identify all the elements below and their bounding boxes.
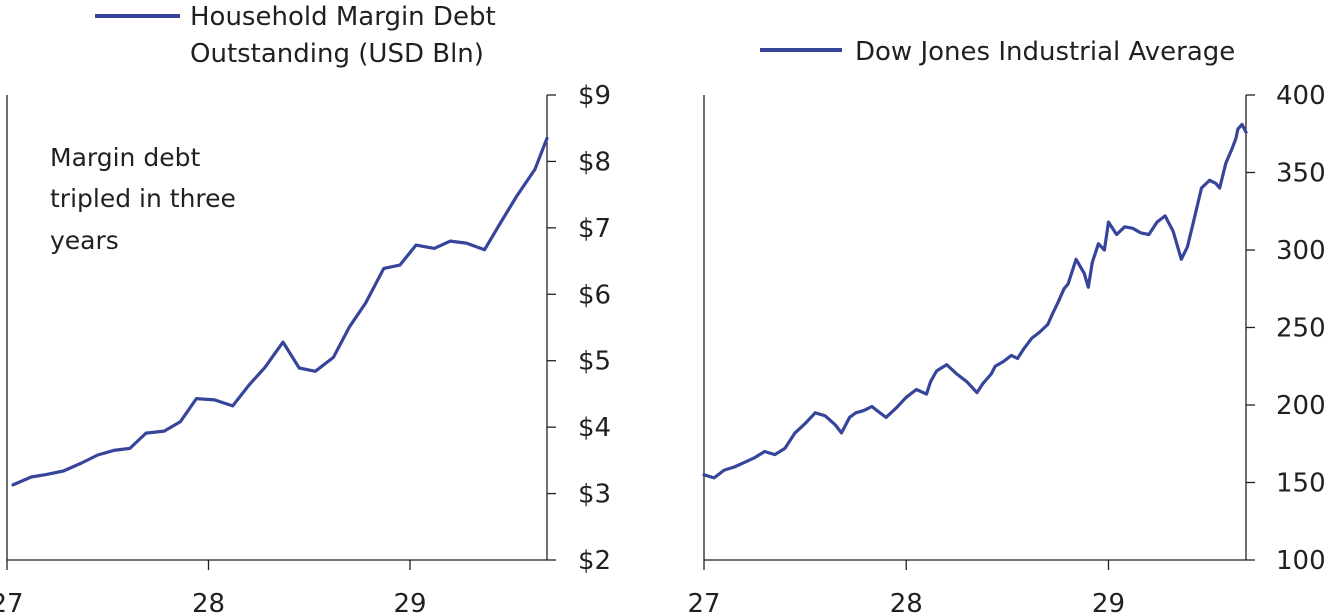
series-line <box>11 136 549 487</box>
y-tick-label: 200 <box>1276 391 1326 421</box>
y-tick-label: 100 <box>1276 546 1326 576</box>
series-line <box>702 122 1248 480</box>
x-tick-label: 29 <box>393 589 426 613</box>
y-tick-label: $6 <box>578 280 611 310</box>
y-tick-label: $8 <box>578 147 611 177</box>
y-tick-label: $4 <box>578 413 611 443</box>
annotation-text: Margin debt <box>50 143 200 172</box>
x-tick-label: 28 <box>890 589 923 613</box>
x-tick-label: 28 <box>192 589 225 613</box>
y-tick-label: $5 <box>578 347 611 377</box>
y-tick-label: $7 <box>578 214 611 244</box>
annotation-text: tripled in three <box>50 184 236 213</box>
annotation-text: years <box>50 226 119 255</box>
legend-label: Outstanding (USD Bln) <box>190 39 484 69</box>
legend-label: Dow Jones Industrial Average <box>855 37 1235 67</box>
y-tick-label: 350 <box>1276 159 1326 189</box>
y-tick-label: 150 <box>1276 469 1326 499</box>
legend-label: Household Margin Debt <box>190 2 496 32</box>
y-tick-label: $9 <box>578 81 611 111</box>
x-tick-label: 27 <box>687 589 720 613</box>
x-tick-label: 27 <box>0 589 24 613</box>
x-tick-label: 29 <box>1092 589 1125 613</box>
dow-jones-chart: 100 150 200 250 300 350 400 27 28 29 Dow Jones Ind… <box>687 37 1325 613</box>
y-tick-label: $3 <box>578 480 611 510</box>
margin-debt-chart: $2 $3 $4 $5 $6 $7 $8 $9 27 28 29 Household Margin D… <box>0 2 611 613</box>
y-tick-label: 300 <box>1276 236 1326 266</box>
y-tick-label: $2 <box>578 546 611 576</box>
y-tick-label: 250 <box>1276 314 1326 344</box>
y-tick-label: 400 <box>1276 81 1326 111</box>
